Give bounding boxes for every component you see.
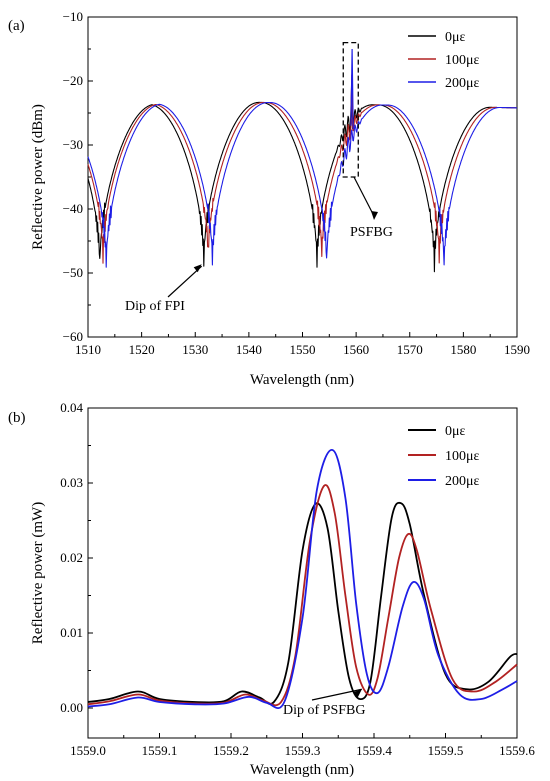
x-tick-label-a: 1520	[129, 342, 155, 357]
x-tick-label-a: 1560	[343, 342, 369, 357]
annotation-dip-psfbg: Dip of PSFBG	[283, 703, 365, 718]
x-tick-label-a: 1570	[397, 342, 423, 357]
arrowhead-dip-psfbg	[352, 689, 362, 698]
panel-a: (a) 1510 1520 1530 1540 1550 1560 1570 1580 1590…	[8, 9, 530, 388]
x-tick-label-a: 1540	[236, 342, 262, 357]
x-tick-label-b: 1559.6	[499, 743, 535, 758]
annotation-dip-fpi: Dip of FPI	[125, 299, 185, 314]
series-line-b-1	[87, 484, 518, 707]
annotation-arrow-psfbg	[353, 176, 375, 217]
panel-a-label: (a)	[8, 18, 25, 34]
legend-label-a: 200με	[445, 76, 480, 91]
legend-label-b: 0με	[445, 424, 466, 439]
y-tick-label-b: 0.01	[60, 625, 83, 640]
series-line-b-2	[87, 449, 518, 710]
y-tick-label-a: −40	[63, 201, 83, 216]
x-tick-label-b: 1559.3	[285, 743, 321, 758]
x-tick-label-b: 1559.2	[213, 743, 249, 758]
y-tick-label-b: 0.00	[60, 700, 83, 715]
fbg-peak-a-2	[350, 48, 354, 130]
legend-b: 0με 100με 200με	[408, 424, 480, 489]
legend-label-a: 0με	[445, 30, 466, 45]
series-line-b-0	[87, 501, 518, 705]
x-tick-label-b: 1559.1	[142, 743, 178, 758]
legend-label-b: 100με	[445, 449, 480, 464]
annotation-arrow-fpi	[167, 265, 203, 298]
y-tick-label-a: −60	[63, 329, 83, 344]
x-tick-label-a: 1530	[182, 342, 208, 357]
x-tick-label-b: 1559.4	[356, 743, 392, 758]
arrowhead-fpi	[193, 264, 202, 273]
x-tick-label-a: 1590	[504, 342, 530, 357]
series-line-a-1	[87, 101, 518, 264]
legend-a: 0με 100με 200με	[408, 30, 480, 91]
psfbg-highlight-box	[342, 41, 359, 178]
x-tick-label-b: 1559.5	[428, 743, 464, 758]
series-b	[87, 449, 518, 710]
y-tick-label-a: −10	[63, 9, 83, 24]
x-tick-label-b: 1559.0	[70, 743, 106, 758]
y-tick-label-b: 0.02	[60, 550, 83, 565]
y-tick-label-b: 0.03	[60, 475, 83, 490]
y-tick-label-b: 0.04	[60, 400, 83, 415]
x-tick-label-a: 1550	[290, 342, 316, 357]
series-line-a-2	[87, 101, 518, 268]
ticks-a: 1510 1520 1530 1540 1550 1560 1570 1580 1590 −60 −…	[63, 9, 530, 357]
series-line-a-0	[87, 101, 518, 273]
x-tick-label-a: 1580	[450, 342, 476, 357]
legend-label-a: 100με	[445, 53, 480, 68]
legend-label-b: 200με	[445, 474, 480, 489]
annotations-a: Dip of FPI PSFBG	[125, 176, 393, 314]
y-tick-label-a: −50	[63, 265, 83, 280]
x-tick-label-a: 1510	[75, 342, 101, 357]
annotations-b: Dip of PSFBG	[283, 688, 365, 718]
series-a	[87, 48, 518, 273]
y-tick-label-a: −30	[63, 137, 83, 152]
panel-b: (b) 1559.0 1559.1 1559.2 1559.3 1559.4 1559.5…	[8, 400, 535, 778]
y-axis-title-a: Reflective power (dBm)	[30, 104, 46, 250]
y-axis-title-b: Reflective power (mW)	[30, 502, 46, 644]
panel-b-label: (b)	[8, 410, 26, 426]
x-axis-title-a: Wavelength (nm)	[250, 372, 354, 388]
y-tick-label-a: −20	[63, 73, 83, 88]
annotation-arrow-dip-psfbg	[311, 688, 362, 701]
ticks-b: 1559.0 1559.1 1559.2 1559.3 1559.4 1559.5 1559…	[60, 400, 535, 758]
arrowhead-psfbg	[371, 211, 378, 220]
x-axis-title-b: Wavelength (nm)	[250, 762, 354, 778]
annotation-psfbg: PSFBG	[350, 225, 393, 240]
